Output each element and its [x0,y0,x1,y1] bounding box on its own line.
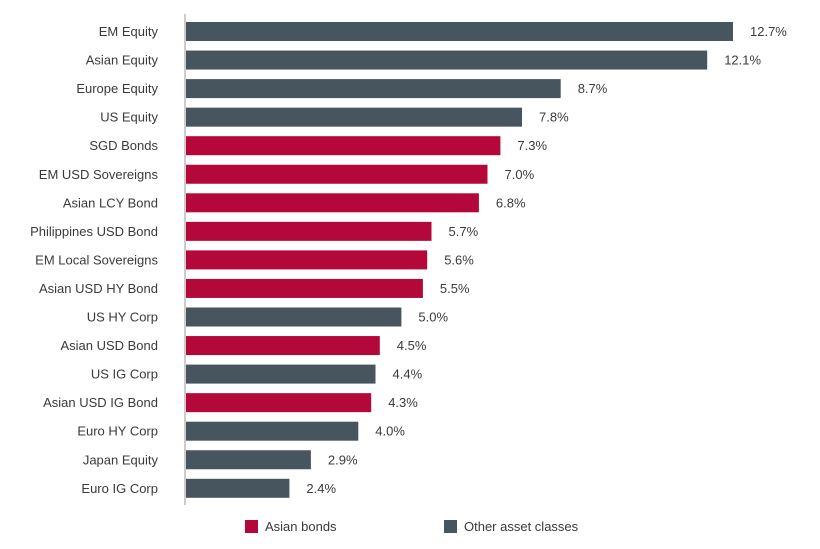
category-label-em-local-sovereigns: EM Local Sovereigns [35,252,158,267]
value-label-asian-usd-bond: 4.5% [397,338,427,353]
category-label-japan-equity: Japan Equity [83,452,159,467]
legend: Asian bonds Other asset classes [245,519,579,534]
value-label-philippines-usd-bond: 5.7% [449,224,479,239]
value-label-japan-equity: 2.9% [328,452,358,467]
category-label-euro-ig-corp: Euro IG Corp [81,481,158,496]
category-label-em-usd-sovereigns: EM USD Sovereigns [39,167,159,182]
bar-us-ig-corp [186,364,376,384]
bars-layer: EM Equity 12.7% Asian Equity 12.1% Europe Eq… [30,22,787,498]
value-label-us-ig-corp: 4.4% [393,367,423,382]
value-label-asian-equity: 12.1% [724,53,761,68]
bar-asian-usd-bond [186,336,380,356]
category-label-europe-equity: Europe Equity [76,81,158,96]
bar-us-hy-corp [186,307,402,327]
bar-euro-ig-corp [186,478,290,498]
value-label-europe-equity: 8.7% [578,81,608,96]
value-label-em-local-sovereigns: 5.6% [444,252,474,267]
legend-label-asian-bonds: Asian bonds [265,519,337,534]
value-label-us-hy-corp: 5.0% [418,310,448,325]
category-label-asian-equity: Asian Equity [86,53,159,68]
legend-label-other-asset-classes: Other asset classes [464,519,579,534]
value-label-euro-ig-corp: 2.4% [306,481,336,496]
category-label-us-hy-corp: US HY Corp [87,310,158,325]
value-label-asian-lcy-bond: 6.8% [496,195,526,210]
bar-em-usd-sovereigns [186,164,488,184]
bar-japan-equity [186,450,311,470]
bar-asian-equity [186,50,708,70]
category-label-asian-usd-ig-bond: Asian USD IG Bond [43,395,158,410]
category-label-us-ig-corp: US IG Corp [91,367,158,382]
value-label-em-usd-sovereigns: 7.0% [505,167,535,182]
bar-asian-usd-hy-bond [186,278,423,298]
value-label-em-equity: 12.7% [750,24,787,39]
category-label-asian-usd-bond: Asian USD Bond [60,338,158,353]
category-label-euro-hy-corp: Euro HY Corp [77,424,158,439]
bar-asian-usd-ig-bond [186,393,372,413]
bar-philippines-usd-bond [186,221,432,241]
category-label-sgd-bonds: SGD Bonds [89,138,158,153]
legend-swatch-other-asset-classes [444,520,457,533]
legend-swatch-asian-bonds [245,520,258,533]
value-label-euro-hy-corp: 4.0% [375,424,405,439]
bar-euro-hy-corp [186,421,359,441]
bar-us-equity [186,107,522,127]
category-label-em-equity: EM Equity [99,24,159,39]
value-label-asian-usd-ig-bond: 4.3% [388,395,418,410]
bar-sgd-bonds [186,136,501,156]
category-label-philippines-usd-bond: Philippines USD Bond [30,224,158,239]
bar-em-local-sovereigns [186,250,428,270]
category-label-us-equity: US Equity [100,110,158,125]
value-label-asian-usd-hy-bond: 5.5% [440,281,470,296]
value-label-sgd-bonds: 7.3% [517,138,547,153]
category-label-asian-usd-hy-bond: Asian USD HY Bond [39,281,158,296]
category-label-asian-lcy-bond: Asian LCY Bond [63,195,158,210]
bar-asian-lcy-bond [186,193,479,213]
bar-em-equity [186,22,733,41]
bar-europe-equity [186,79,561,99]
value-label-us-equity: 7.8% [539,110,569,125]
